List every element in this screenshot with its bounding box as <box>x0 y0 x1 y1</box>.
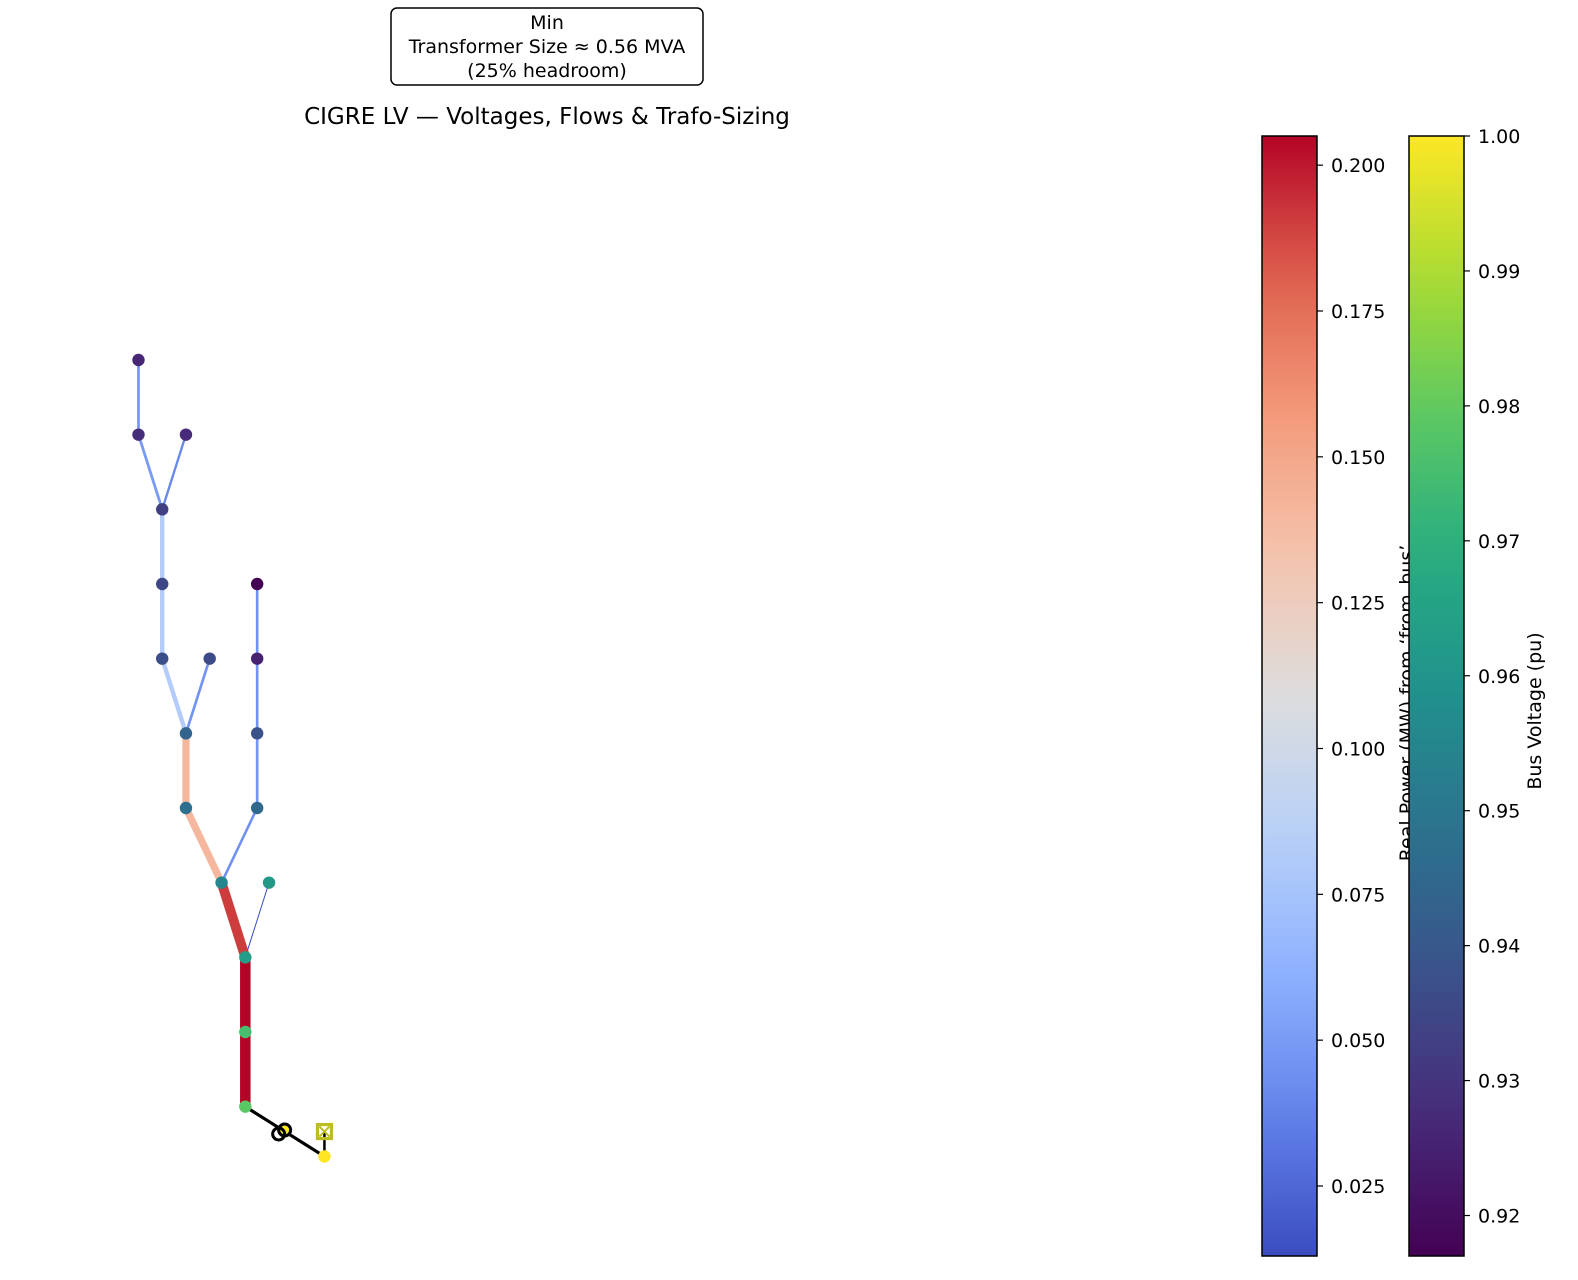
colorbar-voltage-tick-label: 0.96 <box>1478 666 1520 688</box>
colorbar-voltage-tick-label: 0.95 <box>1478 801 1520 823</box>
colorbar-power-tick-label: 0.025 <box>1331 1176 1385 1198</box>
bus-b6 <box>262 876 276 889</box>
bus-b12 <box>156 577 169 591</box>
colorbar-voltage: 0.92 0.93 0.94 0.95 0.96 0.97 0.98 0.99 1.00 Bus … <box>1408 126 1546 1257</box>
colorbar-power-tick-label: 0.200 <box>1331 155 1385 177</box>
colorbar-voltage-tick-label: 1.00 <box>1478 126 1520 148</box>
bus-b3 <box>239 1100 252 1113</box>
network-lines <box>137 360 327 1159</box>
line-b9-b10 <box>160 657 189 735</box>
bus-b19 <box>250 652 264 665</box>
bus-b18 <box>250 727 264 740</box>
annotation-line-3: (25% headroom) <box>467 60 627 82</box>
ext-grid-cross <box>318 1125 331 1138</box>
colorbar-voltage-tick-label: 0.98 <box>1478 396 1520 418</box>
colorbar-voltage-tick-label: 0.93 <box>1478 1071 1520 1093</box>
bus-b9 <box>179 727 193 740</box>
colorbar-voltage-tick-label: 0.92 <box>1478 1206 1520 1228</box>
bus-b1 <box>318 1150 331 1163</box>
colorbar-power-tick-label: 0.150 <box>1331 447 1385 469</box>
colorbar-power-tick-label: 0.100 <box>1331 739 1385 761</box>
trafo-line <box>283 1129 327 1159</box>
colorbar-voltage-label: Bus Voltage (pu) <box>1524 632 1546 789</box>
colorbar-power-scale <box>1261 135 1318 1257</box>
line-b7-b8 <box>182 806 225 885</box>
bus-b11 <box>203 652 216 665</box>
line-b9-b11 <box>184 658 211 734</box>
colorbar-voltage-scale <box>1408 135 1465 1257</box>
line-b13-b14 <box>137 434 164 510</box>
colorbar-voltage-tick-label: 0.99 <box>1478 261 1520 283</box>
annotation-box <box>390 7 704 86</box>
bus-b8 <box>179 801 193 815</box>
network-buses <box>132 353 331 1163</box>
colorbar-power: 0.025 0.050 0.075 0.100 0.125 0.150 0.175 0.200… <box>1261 135 1418 1257</box>
colorbar-power-tick-label: 0.050 <box>1331 1030 1385 1052</box>
annotation-line-1: Min <box>530 12 564 34</box>
line-b5-b7 <box>216 881 250 959</box>
colorbar-voltage-tick-label: 0.94 <box>1478 936 1520 958</box>
annotation-line-2: Transformer Size ≈ 0.56 MVA <box>408 36 686 58</box>
bus-b5 <box>239 951 252 964</box>
bus-b16 <box>132 353 145 367</box>
trafo-annotation: Min Transformer Size ≈ 0.56 MVA (25% hea… <box>390 7 704 86</box>
bus-b14 <box>132 428 145 441</box>
line-b7-b17 <box>220 807 259 884</box>
colorbar-power-tick-label: 0.125 <box>1331 593 1385 615</box>
colorbar-power-tick-label: 0.175 <box>1331 301 1385 323</box>
bus-b15 <box>179 428 193 441</box>
bus-b20 <box>250 577 264 591</box>
line-b5-b6 <box>244 882 270 958</box>
ext-grid-symbol <box>315 1122 334 1141</box>
colorbar-power-tick-label: 0.075 <box>1331 884 1385 906</box>
bus-b4 <box>239 1025 252 1039</box>
chart-title: CIGRE LV — Voltages, Flows & Trafo-Sizin… <box>304 104 790 130</box>
bus-b10 <box>156 652 169 665</box>
bus-b17 <box>250 801 264 815</box>
network-symbols <box>271 1122 334 1142</box>
colorbar-voltage-tick-label: 0.97 <box>1478 531 1520 553</box>
bus-b13 <box>156 503 169 516</box>
trafo-symbol-2 <box>277 1122 293 1138</box>
line-b13-b15 <box>161 434 188 510</box>
bus-b7 <box>215 876 228 889</box>
